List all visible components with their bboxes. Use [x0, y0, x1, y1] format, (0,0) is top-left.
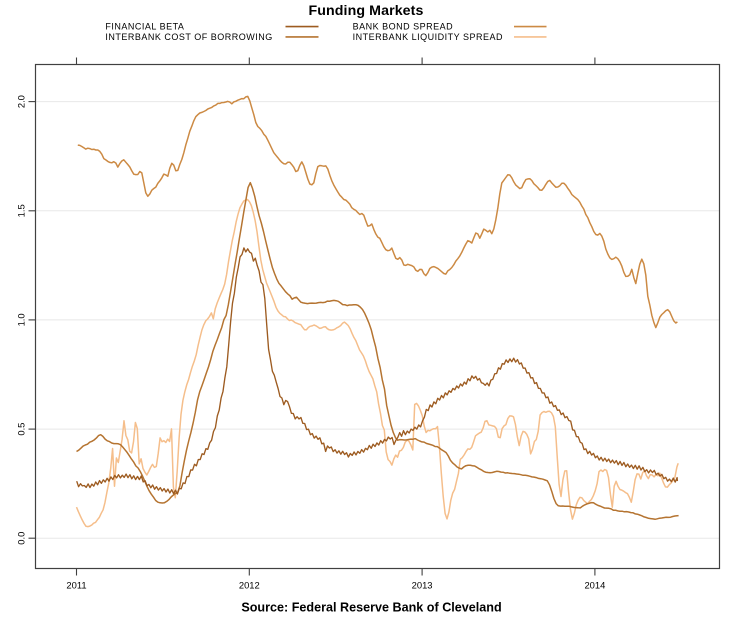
- svg-text:1.0: 1.0: [15, 313, 26, 326]
- svg-text:0.5: 0.5: [15, 423, 26, 436]
- svg-text:2014: 2014: [584, 580, 605, 591]
- svg-text:INTERBANK LIQUIDITY SPREAD: INTERBANK LIQUIDITY SPREAD: [353, 32, 503, 42]
- svg-text:INTERBANK COST OF BORROWING: INTERBANK COST OF BORROWING: [105, 32, 272, 42]
- svg-text:1.5: 1.5: [15, 204, 26, 217]
- svg-text:Source: Federal Reserve Bank o: Source: Federal Reserve Bank of Clevelan…: [241, 600, 501, 614]
- svg-text:0.0: 0.0: [15, 532, 26, 545]
- svg-text:2011: 2011: [66, 580, 86, 591]
- svg-text:2.0: 2.0: [15, 95, 26, 108]
- svg-text:FINANCIAL BETA: FINANCIAL BETA: [105, 21, 184, 31]
- svg-text:2012: 2012: [239, 580, 260, 591]
- svg-text:BANK BOND SPREAD: BANK BOND SPREAD: [353, 21, 454, 31]
- svg-text:Funding Markets: Funding Markets: [308, 3, 423, 19]
- svg-text:2013: 2013: [412, 580, 433, 591]
